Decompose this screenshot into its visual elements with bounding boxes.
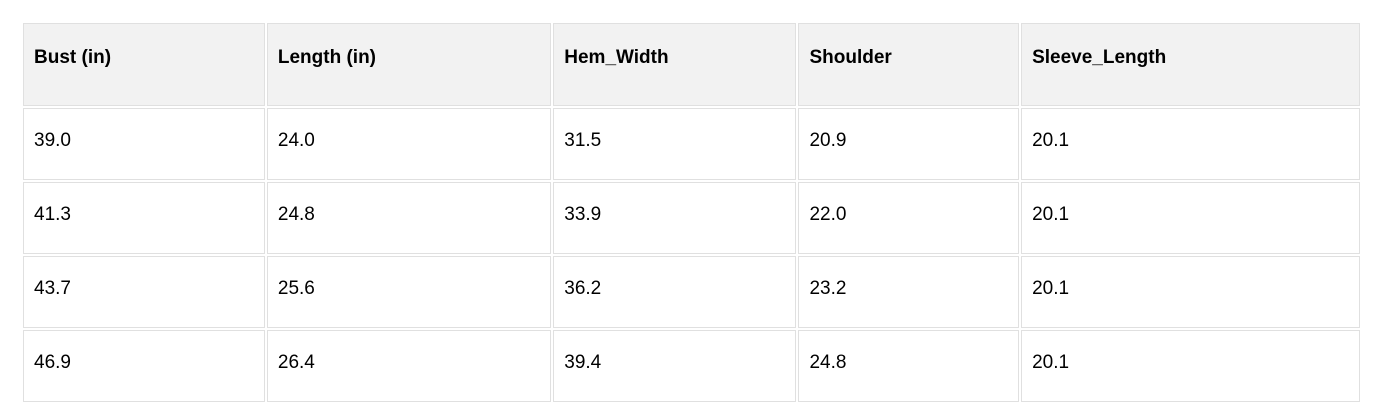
cell-length: 25.6 <box>266 256 552 328</box>
cell-hem-width: 31.5 <box>553 108 797 180</box>
cell-bust: 41.3 <box>23 182 265 254</box>
size-measurements-table: Bust (in) Length (in) Hem_Width Shoulder… <box>21 21 1362 404</box>
column-header-sleeve-length: Sleeve_Length <box>1021 23 1360 106</box>
column-header-length: Length (in) <box>266 23 552 106</box>
table-row: 43.7 25.6 36.2 23.2 20.1 <box>23 256 1360 328</box>
cell-hem-width: 36.2 <box>553 256 797 328</box>
table-row: 46.9 26.4 39.4 24.8 20.1 <box>23 330 1360 402</box>
table-header: Bust (in) Length (in) Hem_Width Shoulder… <box>23 23 1360 106</box>
cell-length: 24.8 <box>266 182 552 254</box>
cell-length: 24.0 <box>266 108 552 180</box>
cell-shoulder: 24.8 <box>798 330 1020 402</box>
cell-shoulder: 22.0 <box>798 182 1020 254</box>
table-body: 39.0 24.0 31.5 20.9 20.1 41.3 24.8 33.9 … <box>23 108 1360 402</box>
header-row: Bust (in) Length (in) Hem_Width Shoulder… <box>23 23 1360 106</box>
column-header-shoulder: Shoulder <box>798 23 1020 106</box>
column-header-bust: Bust (in) <box>23 23 265 106</box>
cell-shoulder: 20.9 <box>798 108 1020 180</box>
cell-sleeve-length: 20.1 <box>1021 182 1360 254</box>
column-header-hem-width: Hem_Width <box>553 23 797 106</box>
cell-bust: 39.0 <box>23 108 265 180</box>
cell-sleeve-length: 20.1 <box>1021 330 1360 402</box>
cell-length: 26.4 <box>266 330 552 402</box>
cell-bust: 43.7 <box>23 256 265 328</box>
table-row: 39.0 24.0 31.5 20.9 20.1 <box>23 108 1360 180</box>
table-row: 41.3 24.8 33.9 22.0 20.1 <box>23 182 1360 254</box>
cell-hem-width: 33.9 <box>553 182 797 254</box>
cell-bust: 46.9 <box>23 330 265 402</box>
cell-hem-width: 39.4 <box>553 330 797 402</box>
cell-sleeve-length: 20.1 <box>1021 256 1360 328</box>
cell-shoulder: 23.2 <box>798 256 1020 328</box>
cell-sleeve-length: 20.1 <box>1021 108 1360 180</box>
